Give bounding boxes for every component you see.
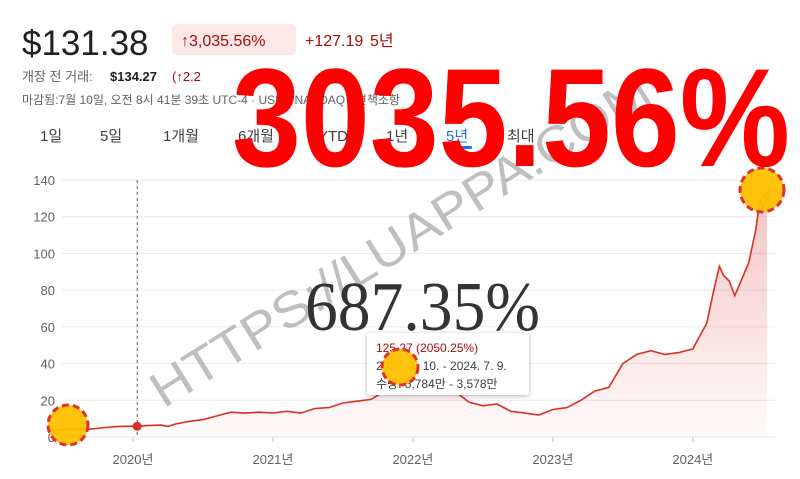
tab-underline [444, 146, 472, 149]
big-percent: 3035.56% [232, 39, 790, 196]
y-tick-label: 120 [33, 210, 55, 225]
x-tick-label: 2022년 [392, 452, 433, 467]
tab[interactable]: 5년 [446, 128, 468, 145]
header: $131.38 ↑3,035.56% +127.19 5년 개장 전 거래: $… [22, 24, 400, 107]
highlight-circle [380, 347, 420, 387]
tab[interactable]: 5일 [100, 128, 122, 145]
tab[interactable]: 6개월 [238, 128, 274, 145]
y-tick-label: 20 [41, 393, 55, 408]
x-tick-label: 2021년 [252, 452, 293, 467]
change: +127.19 [305, 33, 363, 50]
y-tick-label: 140 [33, 173, 55, 188]
y-tick-label: 60 [41, 320, 55, 335]
change-percent: ↑3,035.56% [181, 33, 266, 50]
y-tick-label: 100 [33, 246, 55, 261]
closed-note: 마감됨:7월 10일, 오전 8시 41분 39초 UTC-4 · USD · … [22, 92, 400, 107]
highlight-circle [738, 166, 786, 214]
change-badge [172, 24, 296, 55]
premarket-price: $134.27 [110, 69, 157, 84]
price: $131.38 [22, 24, 149, 63]
x-tick-label: 2023년 [532, 452, 573, 467]
premarket-label: 개장 전 거래: [22, 69, 93, 84]
tabs: 1일 5일 1개월 6개월 YTD 1년 5년 최대 [40, 128, 535, 149]
y-tick-label: 40 [41, 357, 55, 372]
range-start-dot [132, 421, 142, 431]
tab[interactable]: 1일 [40, 128, 62, 145]
y-tick-label: 80 [41, 283, 55, 298]
x-tick-label: 2020년 [113, 452, 154, 467]
tab[interactable]: 1개월 [163, 128, 199, 145]
period: 5년 [370, 32, 394, 50]
highlight-circle [46, 403, 90, 447]
x-tick-label: 2024년 [672, 452, 713, 467]
tab[interactable]: 1년 [386, 128, 408, 145]
mid-percent: 687.35% [305, 269, 540, 346]
tab[interactable]: 최대 [507, 128, 535, 145]
premarket-change: (↑2.2 [172, 69, 201, 84]
tab[interactable]: YTD [318, 128, 348, 145]
